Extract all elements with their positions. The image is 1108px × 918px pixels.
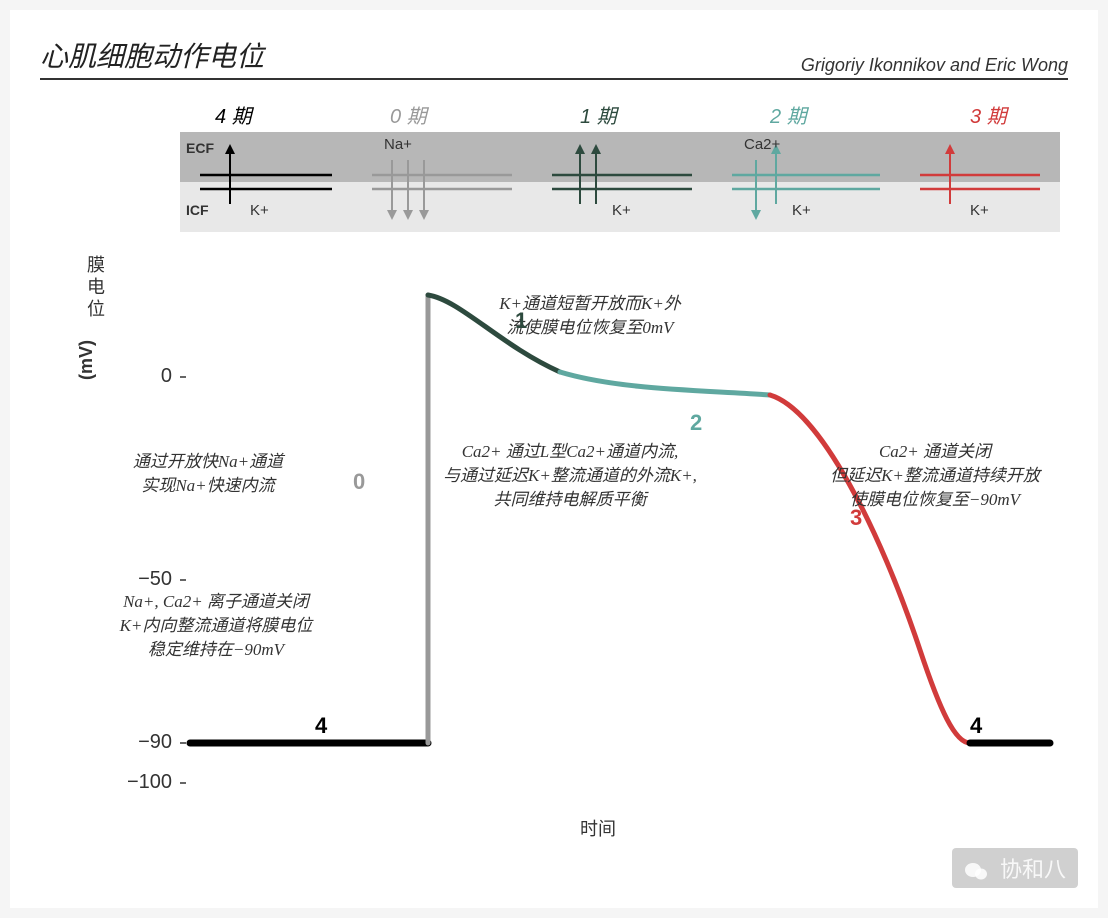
ion-label-bottom: K+ xyxy=(792,202,811,219)
annotation-text: Ca2+ 通过L型Ca2+通道内流,与通过延迟K+整流通道的外流K+,共同维持电… xyxy=(430,440,710,511)
ion-label-bottom: K+ xyxy=(250,202,269,219)
phase-number: 1 xyxy=(515,308,527,334)
wechat-icon xyxy=(964,861,988,881)
phase-number: 4 xyxy=(315,713,327,739)
watermark-text: 协和八 xyxy=(1000,857,1066,882)
chart-area: 膜电位 (mV) 0−50−90−100 时间 Na+, Ca2+ 离子通道关闭… xyxy=(70,250,1070,830)
ion-label-bottom: K+ xyxy=(970,202,989,219)
phase-number: 2 xyxy=(690,410,702,436)
annotation-text: K+通道短暂开放而K+外流使膜电位恢复至0mV xyxy=(480,292,700,340)
y-tick-label: −100 xyxy=(112,771,172,794)
ion-label-bottom: K+ xyxy=(612,202,631,219)
authors: Grigoriy Ikonnikov and Eric Wong xyxy=(801,55,1068,76)
ion-label-top: Na+ xyxy=(384,136,412,153)
diagram-container: 心肌细胞动作电位 Grigoriy Ikonnikov and Eric Won… xyxy=(10,10,1098,908)
phase-label: 2 期 xyxy=(770,100,807,129)
y-tick-label: 0 xyxy=(112,365,172,388)
phase-labels-row: 4 期 0 期 1 期 2 期 3 期 xyxy=(180,100,1060,130)
ion-band: ECF ICF K+Na+K+Ca2+K+K+ xyxy=(180,132,1060,232)
header: 心肌细胞动作电位 Grigoriy Ikonnikov and Eric Won… xyxy=(40,30,1068,80)
phase-label: 1 期 xyxy=(580,100,617,129)
ion-label-top: Ca2+ xyxy=(744,136,780,153)
annotation-text: 通过开放快Na+通道实现Na+快速内流 xyxy=(113,450,303,498)
y-tick-label: −90 xyxy=(112,731,172,754)
annotation-text: Na+, Ca2+ 离子通道关闭K+内向整流通道将膜电位稳定维持在−90mV xyxy=(106,590,326,661)
phase-label: 4 期 xyxy=(215,100,252,129)
phase-number: 0 xyxy=(353,469,365,495)
watermark: 协和八 xyxy=(952,848,1078,888)
page-title: 心肌细胞动作电位 xyxy=(40,35,264,75)
annotation-text: Ca2+ 通道关闭但延迟K+整流通道持续开放使膜电位恢复至−90mV xyxy=(830,440,1040,511)
phase-label: 0 期 xyxy=(390,100,427,129)
y-axis-label: 膜电位 xyxy=(82,255,108,321)
phase-label: 3 期 xyxy=(970,100,1007,129)
phase-number: 4 xyxy=(970,713,982,739)
x-axis-label: 时间 xyxy=(580,815,616,841)
y-tick-label: −50 xyxy=(112,568,172,591)
phase-number: 3 xyxy=(850,505,862,531)
y-axis-unit: (mV) xyxy=(76,340,97,380)
